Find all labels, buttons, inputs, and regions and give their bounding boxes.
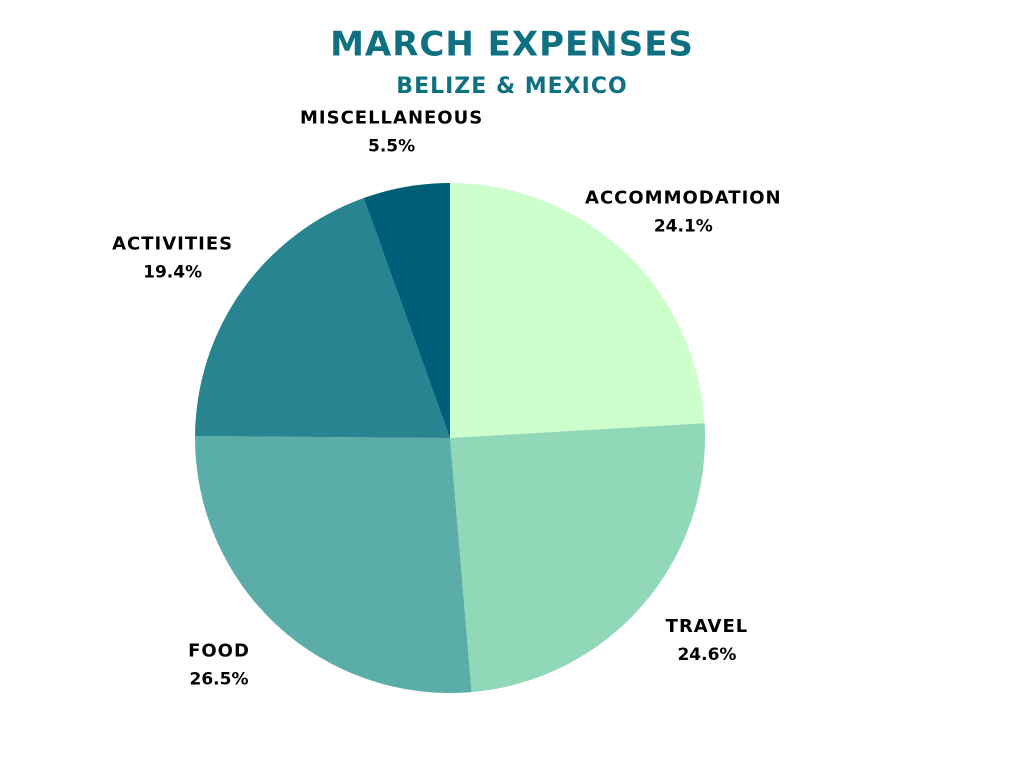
slice-label: TRAVEL <box>666 616 749 637</box>
slice-label: FOOD <box>188 640 250 661</box>
slice-label: MISCELLANEOUS <box>300 108 483 129</box>
slice-value-label: 24.6% <box>677 645 736 665</box>
chart-title: MARCH EXPENSES <box>330 25 694 65</box>
slice-value-label: 24.1% <box>654 217 713 237</box>
slice-value-label: 19.4% <box>143 263 202 283</box>
chart-subtitle: BELIZE & MEXICO <box>396 74 627 99</box>
pie-slice <box>450 423 706 693</box>
pie-slice <box>363 183 450 438</box>
slice-label: ACTIVITIES <box>112 234 233 255</box>
slice-label: ACCOMMODATION <box>585 188 782 209</box>
slice-value-label: 5.5% <box>368 137 415 157</box>
pie-slice <box>450 183 705 438</box>
slice-value-label: 26.5% <box>190 669 249 689</box>
pie-slice <box>194 435 472 693</box>
pie-slice <box>195 198 450 438</box>
